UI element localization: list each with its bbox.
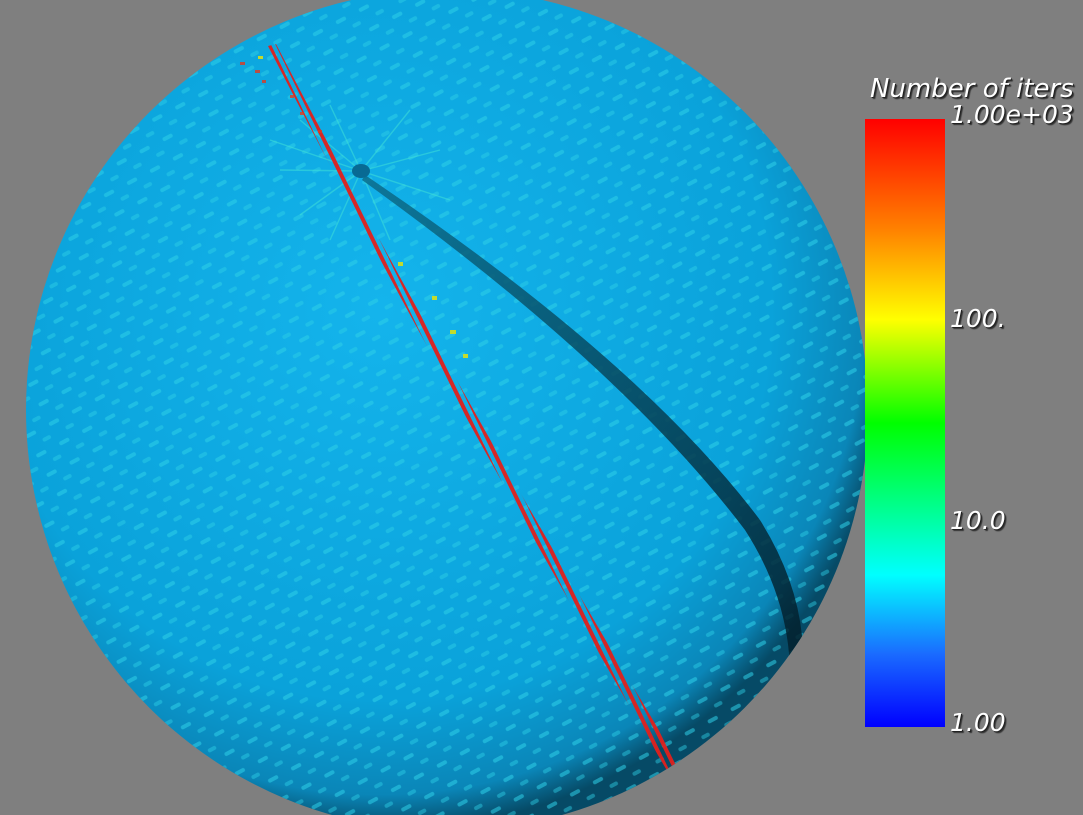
colorbar-tick-label: 1.00: [950, 708, 1006, 737]
colorbar-tick-label: 1.00e+03: [950, 100, 1074, 129]
sphere-surface: [26, 0, 868, 815]
legend-title: Number of iters: [870, 74, 1074, 104]
colorbar-tick-label: 10.0: [950, 506, 1006, 535]
colorbar-tick-label: 100.: [950, 304, 1006, 333]
colorbar: [865, 119, 945, 727]
